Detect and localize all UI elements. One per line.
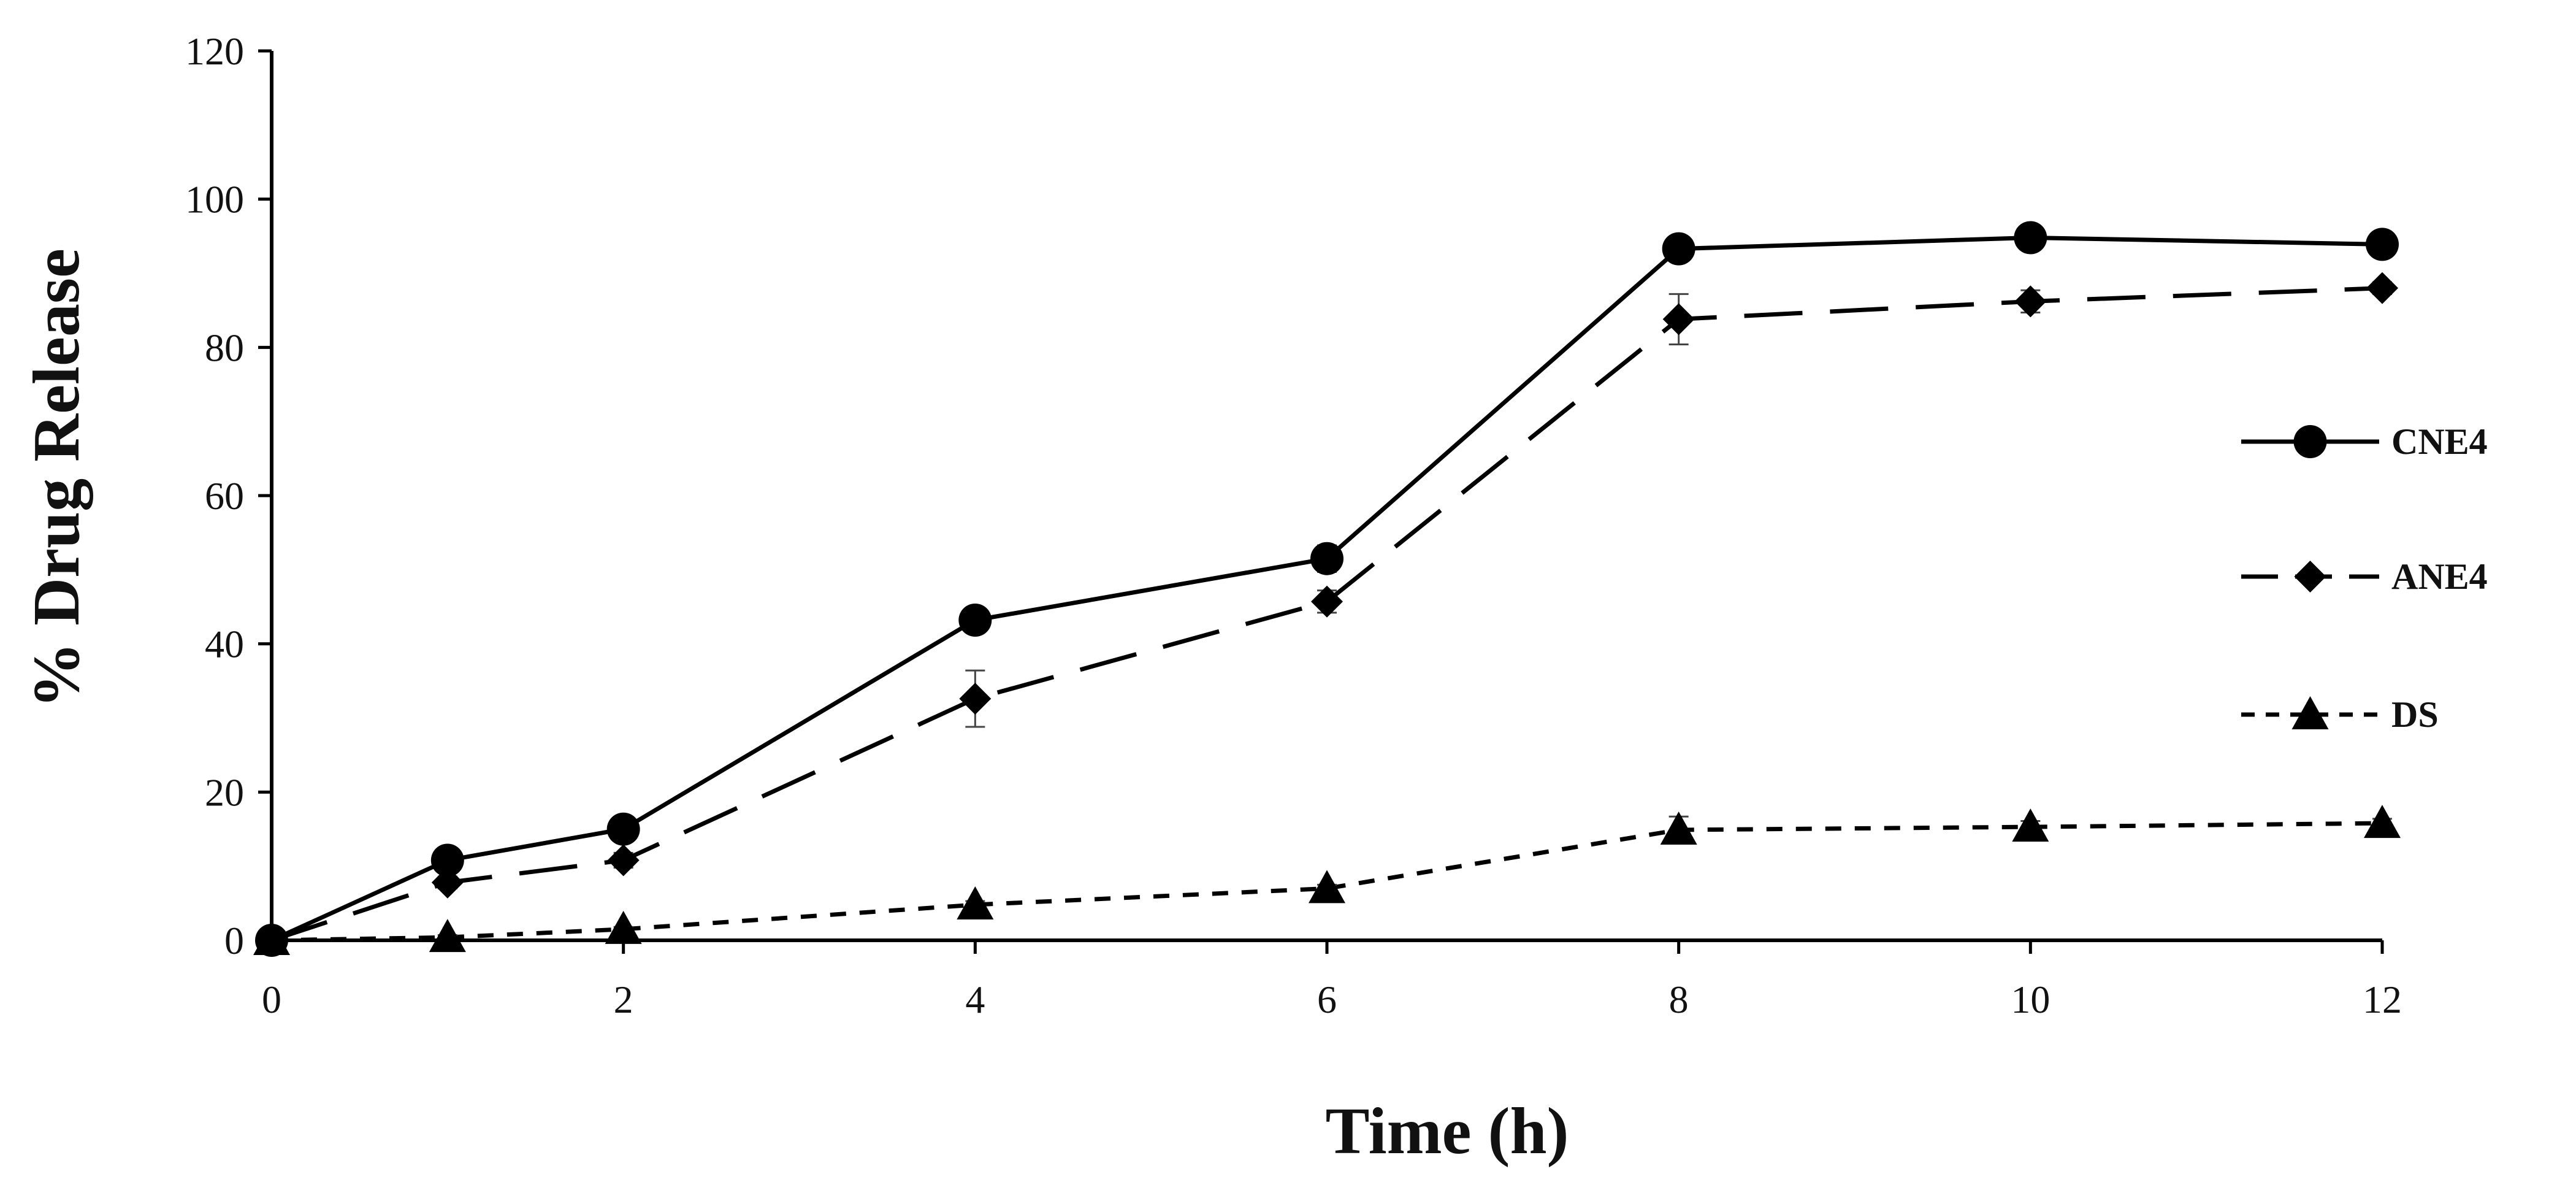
- x-tick-label: 0: [262, 978, 281, 1021]
- data-point-cne4: [958, 604, 992, 637]
- legend-label-ds: DS: [2391, 694, 2439, 735]
- data-point-cne4: [1310, 542, 1343, 575]
- legend-item-cne4: CNE4: [2241, 421, 2488, 462]
- x-tick-label: 6: [1317, 978, 1337, 1021]
- data-point-cne4: [430, 843, 464, 877]
- data-point-cne4: [606, 812, 640, 846]
- y-tick-label: 20: [205, 770, 244, 814]
- data-point-ane4: [607, 844, 640, 877]
- y-tick-label: 80: [205, 326, 244, 369]
- legend-label-cne4: CNE4: [2391, 421, 2488, 462]
- data-point-ds: [957, 886, 994, 919]
- series-line-ane4: [270, 286, 2383, 943]
- y-tick-label: 100: [185, 178, 244, 221]
- series-ds: [253, 805, 2401, 955]
- legend-marker-cne4: [2293, 425, 2327, 458]
- series-ane4: [256, 272, 2398, 956]
- data-point-ds: [1309, 870, 1345, 904]
- data-point-cne4: [2014, 221, 2047, 255]
- x-tick-label: 4: [965, 978, 985, 1021]
- data-point-ane4: [1662, 303, 1695, 336]
- y-axis-title: % Drug Release: [20, 248, 93, 708]
- legend-marker-ds: [2291, 696, 2329, 729]
- data-point-ds: [2012, 808, 2049, 842]
- legend-label-ane4: ANE4: [2391, 556, 2488, 597]
- data-point-ds: [429, 919, 466, 953]
- legend-item-ds: DS: [2241, 694, 2439, 735]
- data-point-ane4: [959, 683, 992, 715]
- x-axis-title: Time (h): [1326, 1095, 1569, 1168]
- x-tick-label: 8: [1669, 978, 1689, 1021]
- data-point-ds: [605, 910, 642, 944]
- legend: CNE4 ANE4 DS: [2241, 421, 2488, 735]
- y-tick-label: 0: [224, 919, 244, 962]
- data-point-ane4: [2366, 272, 2398, 304]
- series-cne4: [255, 221, 2399, 957]
- data-point-ds: [2364, 805, 2401, 838]
- y-tick-label: 120: [185, 29, 244, 73]
- legend-item-ane4: ANE4: [2241, 556, 2488, 597]
- data-point-cne4: [2366, 228, 2399, 261]
- legend-marker-ane4: [2294, 561, 2326, 593]
- series: [253, 221, 2401, 957]
- series-line-cne4: [270, 236, 2383, 943]
- x-tick-label: 2: [614, 978, 633, 1021]
- data-point-ds: [253, 922, 290, 955]
- data-point-ane4: [431, 866, 464, 899]
- y-tick-label: 60: [205, 474, 244, 518]
- y-tick-label: 40: [205, 623, 244, 666]
- data-point-cne4: [1662, 232, 1695, 266]
- x-tick-label: 10: [2011, 978, 2050, 1021]
- axes: 0 20 40 60 80 100 120 0 2 4 6 8 10 12: [185, 29, 2402, 1021]
- data-point-ane4: [1311, 585, 1343, 618]
- x-tick-label: 12: [2363, 978, 2402, 1021]
- data-point-ds: [1660, 811, 1697, 845]
- data-point-ane4: [2014, 285, 2047, 318]
